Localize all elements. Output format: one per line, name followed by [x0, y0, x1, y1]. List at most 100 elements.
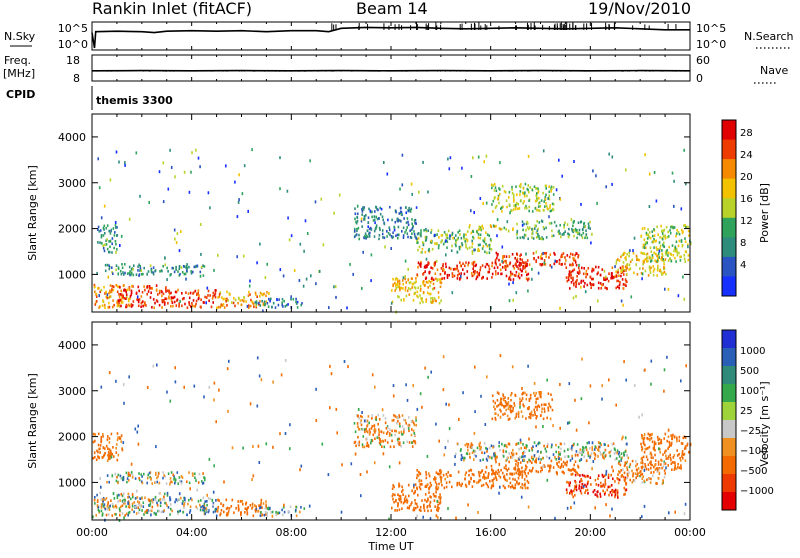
- range-cell: [133, 264, 135, 267]
- range-cell: [397, 417, 399, 420]
- range-cell: [540, 255, 542, 258]
- nave-point: [437, 70, 438, 72]
- range-cell: [587, 451, 589, 454]
- range-cell: [537, 450, 539, 453]
- range-cell: [614, 490, 616, 493]
- range-cell: [515, 394, 517, 397]
- range-cell: [514, 417, 516, 420]
- range-cell: [498, 471, 500, 474]
- nave-point: [629, 70, 630, 72]
- nave-point: [508, 70, 509, 72]
- range-cell: [660, 225, 662, 228]
- range-cell: [521, 496, 523, 499]
- range-cell: [123, 289, 125, 292]
- range-cell: [495, 473, 497, 476]
- range-cell: [421, 499, 423, 502]
- nave-point: [402, 70, 403, 72]
- range-cell: [600, 274, 602, 277]
- range-cell: [395, 283, 397, 286]
- range-cell: [523, 200, 525, 203]
- nave-point: [627, 70, 628, 72]
- range-cell: [582, 474, 584, 477]
- range-cell: [635, 465, 637, 468]
- range-cell: [480, 237, 482, 240]
- range-cell: [512, 281, 514, 284]
- range-cell: [431, 229, 433, 232]
- range-cell: [575, 261, 577, 264]
- range-cell: [661, 271, 663, 274]
- range-cell: [138, 443, 140, 446]
- range-cell: [424, 367, 426, 370]
- range-cell: [550, 253, 552, 256]
- range-cell: [221, 296, 223, 299]
- range-cell: [676, 232, 678, 235]
- range-cell: [646, 232, 648, 235]
- range-cell: [157, 293, 159, 296]
- range-cell: [647, 237, 649, 240]
- range-cell: [159, 170, 161, 173]
- range-cell: [460, 264, 462, 267]
- range-cell: [482, 458, 484, 461]
- range-cell: [179, 476, 181, 479]
- range-cell: [137, 295, 139, 298]
- range-cell: [474, 366, 476, 369]
- range-cell: [279, 432, 281, 435]
- range-cell: [411, 420, 413, 423]
- range-cell: [104, 205, 106, 208]
- range-cell: [519, 262, 521, 265]
- range-cell: [561, 175, 563, 178]
- range-cell: [645, 270, 647, 273]
- range-cell: [539, 237, 541, 240]
- range-cell: [102, 304, 104, 307]
- range-cell: [469, 456, 471, 459]
- range-cell: [540, 461, 542, 464]
- range-cell: [336, 408, 338, 411]
- range-cell: [550, 190, 552, 193]
- range-cell: [492, 210, 494, 213]
- range-cell: [381, 208, 383, 211]
- range-cell: [103, 227, 105, 230]
- range-cell: [198, 294, 200, 297]
- range-cell: [194, 305, 196, 308]
- range-cell: [268, 507, 270, 510]
- range-cell: [518, 273, 520, 276]
- range-cell: [177, 471, 179, 474]
- range-cell: [104, 503, 106, 506]
- range-cell: [459, 229, 461, 232]
- range-cell: [443, 355, 445, 358]
- range-cell: [95, 303, 97, 306]
- range-cell: [402, 425, 404, 428]
- range-cell: [174, 501, 176, 504]
- range-cell: [104, 498, 106, 501]
- range-cell: [451, 245, 453, 248]
- range-cell: [522, 229, 524, 232]
- range-cell: [511, 186, 513, 189]
- range-cell: [491, 184, 493, 187]
- range-cell: [628, 471, 630, 474]
- nave-point: [285, 70, 286, 72]
- range-cell: [117, 432, 119, 435]
- range-cell: [250, 305, 252, 308]
- range-cell: [677, 254, 679, 257]
- range-cell: [475, 450, 477, 453]
- range-cell: [446, 246, 448, 249]
- range-cell: [395, 235, 397, 238]
- range-cell: [644, 437, 646, 440]
- colorbar-swatch: [722, 420, 736, 439]
- range-cell: [512, 299, 514, 302]
- range-cell: [679, 436, 681, 439]
- range-cell: [418, 232, 420, 235]
- range-cell: [568, 228, 570, 231]
- range-cell: [576, 252, 578, 255]
- range-cell: [128, 287, 130, 290]
- range-cell: [607, 489, 609, 492]
- range-cell: [520, 183, 522, 186]
- range-cell: [110, 284, 112, 287]
- range-cell: [500, 269, 502, 272]
- range-cell: [497, 472, 499, 475]
- range-cell: [393, 419, 395, 422]
- range-cell: [438, 507, 440, 510]
- colorbar-swatch: [722, 402, 736, 421]
- range-cell: [642, 473, 644, 476]
- range-cell: [136, 273, 138, 276]
